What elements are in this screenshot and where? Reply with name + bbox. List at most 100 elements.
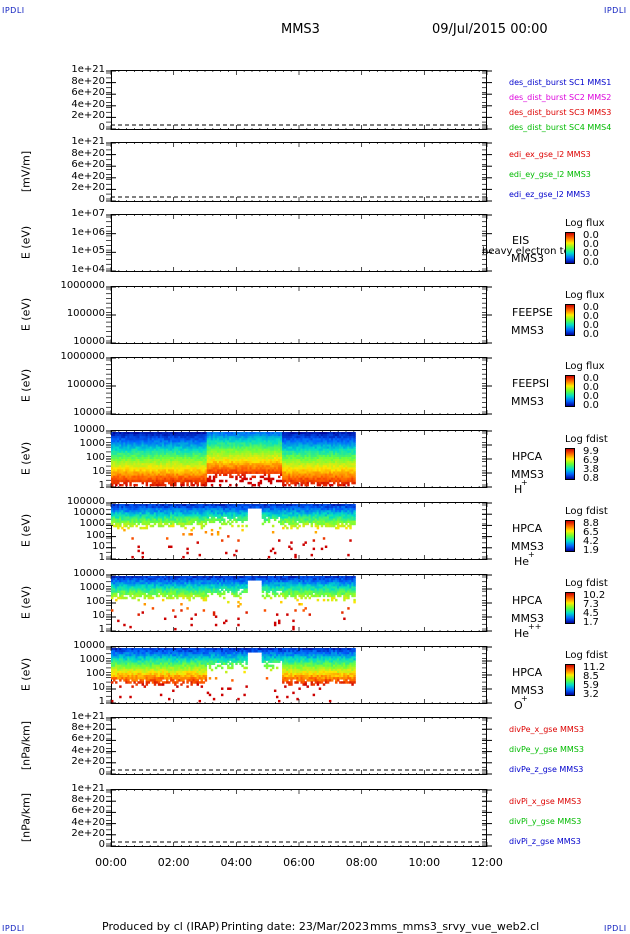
p6-heatmap-cell (302, 475, 305, 479)
p6-heatmap-cell (121, 459, 124, 462)
p6-heatmap-cell (231, 459, 234, 462)
p6-heatmap-cell (159, 483, 163, 487)
p6-heatmap-cell (174, 471, 177, 474)
p6-heatmap-cell (216, 456, 220, 460)
p6-heatmap-cell (125, 483, 128, 487)
p6-heatmap-cell (255, 432, 259, 435)
p7-heatmap-cell (292, 510, 295, 513)
p7-heatmap-cell (127, 516, 130, 519)
p7-heatmap-cell (241, 512, 244, 515)
p5-colorbar-value: 0.0 (583, 382, 599, 393)
p6-heatmap-cell (257, 438, 261, 441)
p6-heatmap-cell (125, 469, 128, 472)
p7-heatmap-cell (210, 516, 214, 519)
p6-heatmap-cell (286, 450, 289, 454)
p6-heatmap-cell (257, 459, 261, 462)
p6-heatmap-cell (267, 473, 271, 477)
p7-heatmap-cell (117, 516, 120, 519)
p6-heatmap-cell (316, 461, 320, 464)
p6-heatmap-cell (229, 432, 232, 435)
p6-heatmap-cell (202, 434, 206, 437)
p5-colorbar-title: Log flux (565, 361, 605, 372)
p7-heatmap-cell (200, 524, 204, 528)
p6-heatmap-cell (182, 473, 185, 477)
p6-heatmap-cell (178, 456, 181, 460)
p6-heatmap-cell (298, 432, 301, 435)
p7-heatmap-cell (190, 506, 193, 509)
p6-heatmap-cell (149, 444, 153, 447)
p6-heatmap-cell (235, 444, 238, 447)
p6-heatmap-cell (157, 483, 161, 487)
p7-heatmap-cell (245, 508, 248, 511)
p6-heatmap-cell (137, 438, 140, 441)
p7-heatmap-cell (302, 506, 305, 509)
p7-heatmap-cell (275, 504, 279, 507)
p6-heatmap-cell (216, 463, 220, 466)
p6-heatmap-cell (127, 434, 130, 437)
p6-heatmap-cell (184, 442, 187, 445)
p6-heatmap-cell (125, 442, 128, 445)
p6-heatmap-cell (206, 469, 210, 472)
p6-colorbar-title: Log fdist (565, 434, 608, 445)
p6-heatmap-cell (147, 463, 151, 466)
p6-heatmap-cell (339, 450, 342, 454)
p6-heatmap-cell (288, 461, 291, 464)
p6-heatmap-cell (306, 440, 309, 443)
p6-heatmap-cell (241, 436, 244, 439)
p6-heatmap-cell (247, 469, 250, 472)
p6-heatmap-cell (267, 465, 271, 468)
p6-heatmap-cell (206, 452, 210, 456)
p6-heatmap-cell (255, 461, 259, 464)
p6-heatmap-cell (343, 432, 346, 435)
p6-heatmap-cell (316, 432, 320, 435)
p6-heatmap-cell (243, 432, 246, 435)
p7-heatmap-cell (127, 514, 130, 517)
p7-heatmap-cell (194, 510, 197, 513)
p6-heatmap-cell (347, 471, 350, 474)
p6-heatmap-cell (192, 438, 195, 441)
p6-heatmap-cell (206, 434, 210, 437)
p1-y-tick-label: 6e+20 (71, 87, 105, 99)
p7-heatmap-cell (335, 514, 338, 517)
p6-heatmap-cell (312, 444, 316, 447)
p6-heatmap-cell (214, 456, 218, 460)
p6-heatmap-cell (249, 461, 252, 464)
p6-heatmap-cell (202, 461, 206, 464)
p7-heatmap-cell (227, 514, 230, 517)
p7-heatmap-cell (294, 516, 297, 519)
p6-heatmap-cell (314, 463, 318, 466)
p6-heatmap-cell (131, 479, 134, 483)
p6-heatmap-cell (172, 459, 175, 462)
p6-heatmap-cell (286, 463, 289, 466)
p6-heatmap-cell (235, 477, 238, 481)
p6-heatmap-cell (312, 436, 316, 439)
p7-heatmap-cell (341, 514, 344, 517)
p6-heatmap-cell (212, 454, 216, 458)
p7-heatmap-cell (208, 510, 212, 513)
p7-heatmap-cell (280, 520, 283, 524)
p6-heatmap-cell (163, 465, 167, 468)
p6-heatmap-cell (135, 461, 138, 464)
p7-heatmap-cell (316, 504, 320, 507)
p6-heatmap-cell (188, 436, 191, 439)
p6-heatmap-cell (155, 452, 159, 456)
p6-heatmap-cell (349, 473, 352, 477)
p7-heatmap-cell (310, 512, 314, 515)
p6-heatmap-cell (192, 442, 195, 445)
p6-heatmap-cell (184, 440, 187, 443)
p7-heatmap-cell (216, 518, 220, 522)
p6-heatmap-cell (125, 446, 128, 450)
p6-heatmap-cell (235, 436, 238, 439)
p6-heatmap-cell (320, 461, 324, 464)
p6-heatmap-cell (208, 450, 212, 454)
p7-heatmap-cell (182, 522, 185, 526)
p6-heatmap-cell (341, 483, 344, 487)
p7-heatmap-cell (288, 522, 291, 526)
p6-heatmap-cell (125, 438, 128, 441)
p7-heatmap-cell (345, 504, 348, 507)
p6-heatmap-cell (192, 448, 195, 452)
p7-heatmap-cell (278, 510, 281, 513)
p6-heatmap-cell (278, 442, 281, 445)
p7-heatmap-cell (227, 516, 230, 519)
p6-heatmap-cell (302, 454, 305, 458)
